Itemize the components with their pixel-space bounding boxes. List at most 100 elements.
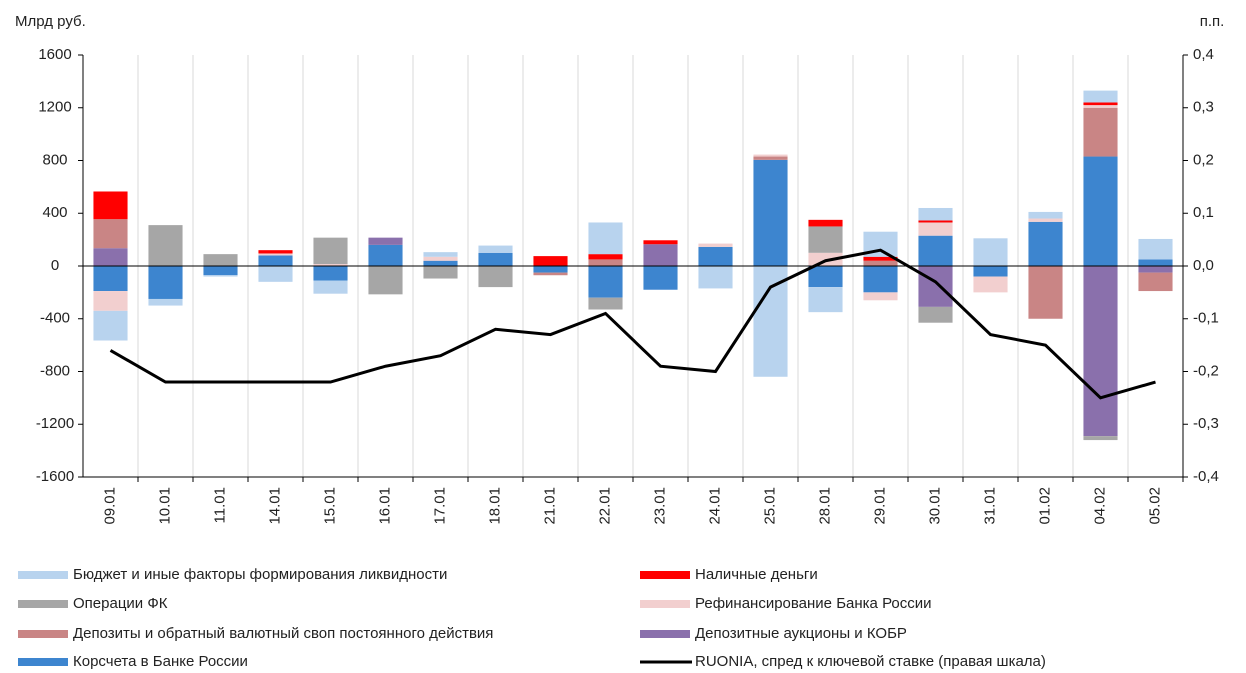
bar [148, 266, 183, 299]
bar [753, 266, 788, 377]
bar [698, 266, 733, 289]
x-tick-label: 22.01 [596, 487, 613, 525]
x-tick-label: 17.01 [431, 487, 448, 525]
y-tick-label: -400 [40, 310, 70, 327]
x-tick-label: 18.01 [486, 487, 503, 525]
bar [588, 259, 623, 266]
x-tick-label: 25.01 [761, 487, 778, 525]
y2-tick-label: -0,4 [1193, 468, 1219, 485]
y-tick-label: -1200 [36, 415, 74, 432]
bar [753, 154, 788, 157]
bar [203, 266, 238, 276]
bar [863, 292, 898, 301]
bar [368, 244, 403, 266]
legend-swatch [640, 571, 690, 579]
x-tick-label: 24.01 [706, 487, 723, 525]
bar [258, 250, 293, 254]
bar [973, 276, 1008, 293]
legend-label: Депозитные аукционы и КОБР [695, 625, 907, 642]
x-tick-label: 29.01 [871, 487, 888, 525]
bar [203, 275, 238, 277]
bar [313, 266, 348, 281]
bar [863, 256, 898, 261]
x-tick-label: 10.01 [156, 487, 173, 525]
bar [918, 235, 953, 266]
y2-tick-label: 0,4 [1193, 46, 1214, 63]
bar [368, 237, 403, 245]
bar [93, 248, 128, 266]
bar [423, 256, 458, 261]
bar [313, 237, 348, 265]
bar [423, 260, 458, 266]
y2-tick-label: -0,2 [1193, 362, 1219, 379]
bar [93, 266, 128, 292]
bar [1083, 436, 1118, 441]
bar [863, 260, 898, 266]
y-tick-label: 0 [51, 257, 59, 274]
legend-label: Корсчета в Банке России [73, 653, 248, 670]
bar [973, 266, 1008, 277]
bar [1028, 221, 1063, 266]
y2-tick-label: 0,0 [1193, 257, 1214, 274]
x-tick-label: 14.01 [266, 487, 283, 525]
y-tick-label: 1200 [38, 99, 71, 116]
legend-swatch [640, 600, 690, 608]
y2-tick-label: -0,1 [1193, 310, 1219, 327]
bar [1083, 156, 1118, 266]
bar [753, 159, 788, 266]
bar [1083, 90, 1118, 103]
bar [808, 219, 843, 227]
bar [1028, 218, 1063, 222]
x-tick-label: 21.01 [541, 487, 558, 525]
bar [478, 266, 513, 288]
legend-label: Бюджет и иные факторы формирования ликви… [73, 566, 447, 583]
bar [93, 310, 128, 341]
bar [258, 253, 293, 256]
x-tick-label: 15.01 [321, 487, 338, 525]
bar [1083, 105, 1118, 108]
bar [423, 252, 458, 257]
bar [918, 207, 953, 221]
legend-swatch [18, 630, 68, 638]
bar [478, 252, 513, 266]
legend-swatch [18, 658, 68, 666]
bar [698, 246, 733, 266]
x-tick-label: 30.01 [926, 487, 943, 525]
bar [698, 243, 733, 247]
bar [1138, 266, 1173, 273]
bar [93, 219, 128, 249]
bar [863, 266, 898, 293]
bar [753, 156, 788, 160]
bar [313, 280, 348, 294]
y2-tick-label: -0,3 [1193, 415, 1219, 432]
x-tick-label: 09.01 [101, 487, 118, 525]
x-tick-label: 23.01 [651, 487, 668, 525]
bar [643, 244, 678, 266]
legend-swatch [18, 571, 68, 579]
y2-axis-label: п.п. [1200, 13, 1225, 30]
bar [1028, 266, 1063, 319]
bar [643, 266, 678, 290]
y-tick-label: -1600 [36, 468, 74, 485]
x-tick-label: 11.01 [211, 487, 228, 523]
x-tick-label: 05.02 [1146, 487, 1163, 525]
y-axis-label: Млрд руб. [15, 13, 86, 30]
bar [1138, 272, 1173, 292]
bar [1083, 107, 1118, 157]
y-tick-label: 400 [42, 204, 67, 221]
bar [478, 245, 513, 253]
x-tick-label: 01.02 [1036, 487, 1053, 525]
bar [533, 272, 568, 276]
legend-label: Операции ФК [73, 595, 168, 612]
bar [918, 306, 953, 323]
bar [808, 287, 843, 313]
bar [313, 264, 348, 266]
bar [148, 298, 183, 306]
legend-label: Наличные деньги [695, 566, 818, 583]
y2-tick-label: 0,3 [1193, 99, 1214, 116]
bar [643, 240, 678, 245]
bar [588, 254, 623, 260]
y-tick-label: 800 [42, 151, 67, 168]
bar [148, 225, 183, 266]
